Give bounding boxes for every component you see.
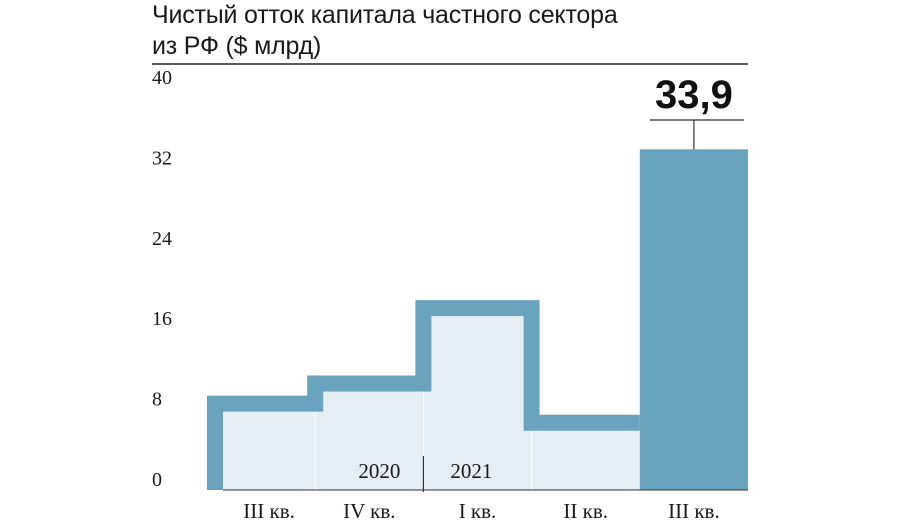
- year-label: 2020: [358, 459, 400, 483]
- bar-fill: [315, 391, 424, 490]
- y-tick-label: 8: [152, 389, 162, 411]
- x-tick-label: III кв.: [243, 499, 295, 520]
- x-tick-label: IV кв.: [343, 499, 395, 520]
- value-label: 33,9: [655, 73, 733, 117]
- y-tick-label: 24: [152, 228, 172, 250]
- x-tick-label: III кв.: [668, 499, 720, 520]
- y-tick-label: 40: [152, 67, 172, 89]
- y-tick-label: 16: [152, 308, 172, 330]
- bar-fill: [207, 411, 316, 490]
- y-tick-label: 0: [152, 469, 162, 491]
- chart-title: Чистый отток капитала частного сектора и…: [152, 1, 618, 60]
- x-tick-label: I кв.: [459, 499, 497, 520]
- bar-fill: [531, 430, 640, 490]
- bar-outline-step: [207, 300, 640, 490]
- year-label: 2021: [450, 459, 492, 483]
- x-tick-label: II кв.: [563, 499, 608, 520]
- y-tick-label: 32: [152, 147, 172, 169]
- bar-highlight: [639, 149, 748, 490]
- bar-fill: [423, 316, 532, 490]
